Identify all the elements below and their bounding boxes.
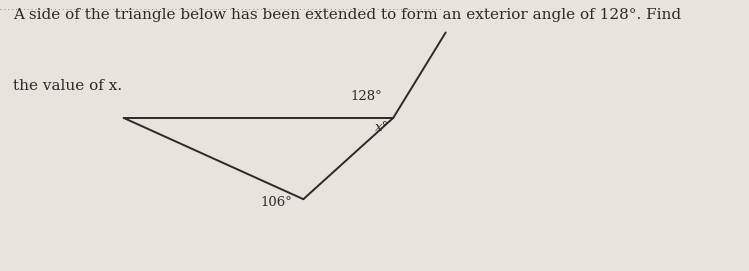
Text: A side of the triangle below has been extended to form an exterior angle of 128°: A side of the triangle below has been ex… bbox=[13, 8, 682, 22]
Text: 106°: 106° bbox=[260, 196, 292, 209]
Text: x°: x° bbox=[375, 121, 389, 134]
Text: 128°: 128° bbox=[351, 90, 382, 103]
Text: the value of x.: the value of x. bbox=[13, 79, 123, 93]
